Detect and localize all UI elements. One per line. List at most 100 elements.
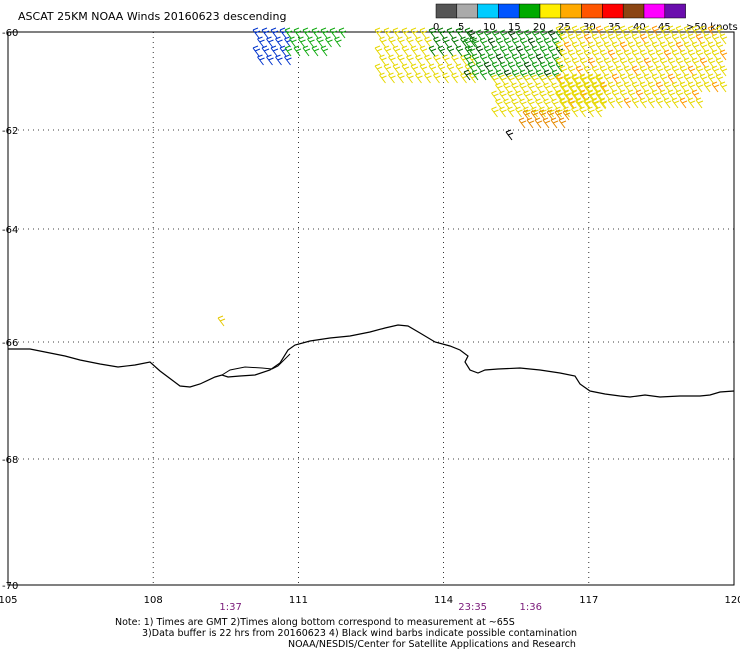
- graticule: [8, 32, 734, 585]
- wind-barb: [401, 45, 410, 57]
- wind-barb: [266, 54, 274, 66]
- wind-barb: [261, 27, 270, 39]
- wind-barb: [619, 41, 628, 53]
- wind-barb: [446, 63, 455, 75]
- wind-barb: [567, 82, 575, 94]
- wind-barb: [619, 57, 628, 69]
- wind-barb: [451, 72, 459, 84]
- wind-barb: [655, 81, 664, 93]
- wind-barb: [539, 45, 548, 57]
- wind-barb: [563, 25, 572, 37]
- wind-barb: [567, 98, 575, 110]
- wind-barb: [433, 36, 441, 48]
- wind-barb: [675, 73, 684, 85]
- wind-barb: [579, 74, 587, 86]
- wind-barb: [530, 109, 539, 121]
- wind-barb: [428, 27, 437, 39]
- wind-barb: [687, 81, 696, 93]
- wind-barb: [523, 45, 532, 57]
- wind-barb: [563, 57, 572, 69]
- wind-barb: [603, 25, 612, 37]
- wind-barb: [424, 54, 432, 66]
- note-line-2: 3)Data buffer is 22 hrs from 20160623 4)…: [142, 628, 577, 639]
- wind-barb: [619, 89, 628, 101]
- wind-barb: [563, 74, 571, 86]
- wind-barb: [647, 49, 656, 61]
- wind-barb: [627, 41, 636, 53]
- wind-barb: [527, 82, 535, 94]
- wind-barb: [392, 27, 401, 39]
- wind-barb: [587, 90, 595, 102]
- wind-barb: [374, 45, 383, 57]
- wind-barb: [579, 57, 588, 69]
- wind-barb: [575, 33, 584, 45]
- wind-barb: [603, 41, 612, 53]
- wind-barb: [683, 41, 692, 53]
- wind-barb: [518, 117, 527, 129]
- wind-barb: [627, 89, 636, 101]
- wind-barb: [554, 109, 563, 121]
- note-line-3: NOAA/NESDIS/Center for Satellite Applica…: [288, 639, 576, 650]
- wind-barb: [379, 54, 387, 66]
- legend-tick-label: 20: [533, 22, 546, 33]
- wind-barb: [675, 41, 684, 53]
- wind-barb: [495, 82, 503, 94]
- wind-barb: [623, 33, 632, 45]
- wind-barb: [587, 74, 595, 86]
- wind-barb: [526, 117, 535, 129]
- wind-barb: [563, 41, 572, 53]
- wind-barb: [401, 27, 410, 39]
- wind-barb: [406, 36, 414, 48]
- legend-swatch: [622, 3, 645, 19]
- footnotes: Note: 1) Times are GMT 2)Times along bot…: [115, 617, 577, 650]
- wind-barb: [543, 82, 551, 94]
- wind-barb: [491, 45, 500, 57]
- wind-barb: [595, 106, 603, 118]
- wind-barb: [703, 33, 712, 45]
- wind-barb: [419, 45, 428, 57]
- wind-barb: [579, 25, 588, 37]
- wind-barb: [719, 81, 728, 93]
- wind-barb: [591, 82, 599, 94]
- wind-barb: [511, 82, 519, 94]
- wind-barb: [679, 33, 688, 45]
- wind-barb: [647, 65, 656, 77]
- wind-barb: [663, 33, 672, 45]
- wind-barb: [442, 54, 450, 66]
- wind-barb: [515, 90, 523, 102]
- wind-barb: [587, 25, 596, 37]
- wind-barb: [519, 82, 527, 94]
- wind-barb: [551, 53, 560, 65]
- wind-barb: [635, 73, 644, 85]
- legend-swatch: [581, 3, 603, 19]
- wind-barb: [635, 41, 644, 53]
- wind-barb: [647, 81, 656, 93]
- wind-barb: [667, 89, 676, 101]
- wind-barb: [507, 90, 515, 102]
- latitude-axis: -60 -62 -64 -66 -68 -70: [2, 28, 18, 592]
- wind-barb: [424, 36, 432, 48]
- wind-barb: [615, 49, 624, 61]
- wind-barb: [591, 33, 600, 45]
- wind-barb: [302, 45, 311, 57]
- wind-barb: [599, 65, 608, 77]
- wind-barb: [563, 106, 571, 118]
- wind-barb: [707, 25, 716, 37]
- wind-barb: [410, 45, 419, 57]
- longitude-label: 120: [724, 595, 740, 606]
- wind-barb: [559, 33, 568, 45]
- wind-barb: [711, 33, 720, 45]
- wind-barb: [522, 109, 531, 121]
- legend-tick-label: 40: [633, 22, 646, 33]
- wind-barb: [595, 57, 604, 69]
- wind-barb: [651, 41, 660, 53]
- wind-barb: [563, 73, 572, 85]
- wind-barb: [266, 36, 274, 48]
- wind-barb: [639, 33, 648, 45]
- wind-barb: [559, 82, 567, 94]
- wind-barb: [631, 97, 640, 109]
- wind-barb: [270, 27, 279, 39]
- wind-barb: [631, 33, 640, 45]
- wind-barb: [551, 37, 560, 49]
- wind-barb: [487, 69, 496, 81]
